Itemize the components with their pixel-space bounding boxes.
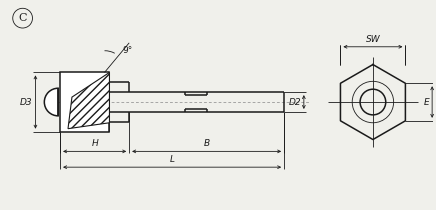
Polygon shape [68, 72, 109, 129]
Text: D2: D2 [288, 97, 301, 106]
Text: SW: SW [366, 35, 380, 44]
Text: H: H [91, 139, 98, 148]
Text: 9°: 9° [122, 46, 133, 55]
Text: E: E [423, 97, 429, 106]
Wedge shape [44, 88, 58, 116]
Polygon shape [60, 72, 109, 132]
Text: B: B [204, 139, 210, 148]
Text: D3: D3 [20, 97, 33, 106]
Text: C: C [18, 13, 27, 23]
Text: L: L [170, 155, 174, 164]
